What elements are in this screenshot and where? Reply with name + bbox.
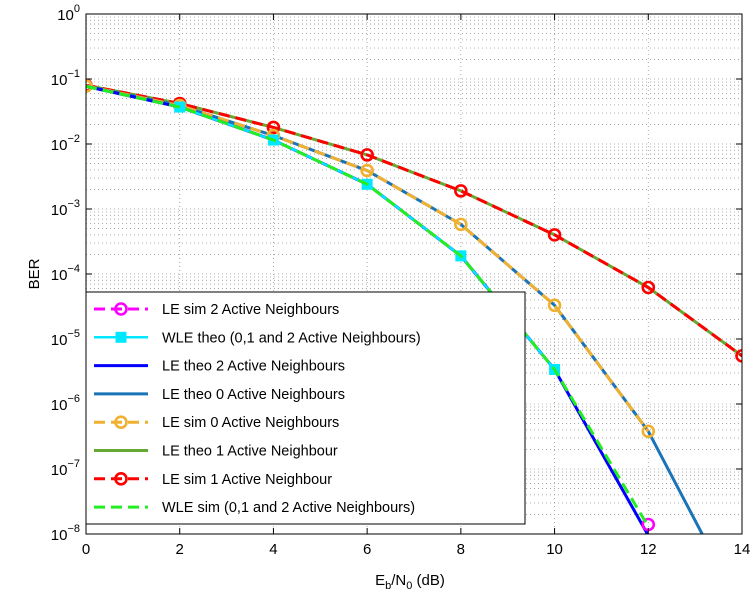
y-tick-label: 10−2 xyxy=(51,133,80,154)
legend-item: WLE sim (0,1 and 2 Active Neighbours) xyxy=(94,500,415,516)
data-point xyxy=(641,280,656,295)
x-tick-label: 0 xyxy=(82,541,90,558)
x-tick-label: 2 xyxy=(176,541,184,558)
x-tick-label: 10 xyxy=(546,541,563,558)
x-axis-label-sub1: b xyxy=(385,580,391,592)
x-axis-label: Eb/N0 (dB) xyxy=(375,572,445,592)
y-tick-label: 10−6 xyxy=(51,393,80,414)
legend-item: LE theo 2 Active Neighbours xyxy=(94,359,345,375)
data-point xyxy=(360,163,374,178)
series-line xyxy=(86,83,742,358)
legend-item: LE sim 0 Active Neighbours xyxy=(94,415,339,431)
y-tick-label: 10−3 xyxy=(51,198,80,219)
legend-item: LE sim 2 Active Neighbours xyxy=(94,302,339,318)
legend-label: LE theo 1 Active Neighbour xyxy=(162,444,338,460)
x-tick-label: 14 xyxy=(734,541,751,558)
y-tick-label: 10−5 xyxy=(51,328,80,349)
x-tick-label: 8 xyxy=(457,541,465,558)
x-tick-label: 12 xyxy=(640,541,657,558)
legend-marker xyxy=(114,415,128,430)
data-point xyxy=(86,79,93,93)
y-tick-labels: 100 10−1 10−2 10−3 10−4 10−5 10−6 10−7 10−8 xyxy=(51,3,80,544)
legend-item: LE sim 1 Active Neighbour xyxy=(94,472,332,488)
data-point xyxy=(547,228,562,242)
y-axis-label: BER xyxy=(26,258,43,289)
legend-marker xyxy=(115,331,127,343)
x-tick-label: 6 xyxy=(363,541,371,558)
x-axis-label-mid: /N xyxy=(391,572,406,589)
data-point xyxy=(641,424,656,439)
x-tick-labels: 0 2 4 6 8 10 12 14 xyxy=(82,541,751,558)
legend-label: WLE theo (0,1 and 2 Active Neighbours) xyxy=(162,330,421,346)
legend-item: LE theo 1 Active Neighbour xyxy=(94,444,338,460)
legend-marker xyxy=(114,302,128,316)
x-tick-label: 4 xyxy=(269,541,277,558)
series-7 xyxy=(86,84,650,528)
legend-label: LE sim 1 Active Neighbour xyxy=(162,472,332,488)
legend-label: WLE sim (0,1 and 2 Active Neighbours) xyxy=(162,500,415,516)
x-axis-label-main: E xyxy=(375,572,385,589)
legend-label: LE sim 0 Active Neighbours xyxy=(162,415,339,431)
y-tick-label: 100 xyxy=(57,3,80,24)
data-point xyxy=(547,298,562,313)
series-lines xyxy=(86,78,742,534)
series-line xyxy=(86,84,650,528)
y-tick-label: 10−4 xyxy=(51,263,80,284)
data-point xyxy=(454,217,468,232)
data-point xyxy=(454,184,468,198)
legend-label: LE theo 2 Active Neighbours xyxy=(162,359,345,375)
y-tick-label: 10−7 xyxy=(51,458,80,479)
x-axis-label-tail: (dB) xyxy=(412,572,445,589)
legend-item: WLE theo (0,1 and 2 Active Neighbours) xyxy=(94,330,421,346)
y-tick-label: 10−1 xyxy=(51,68,80,89)
data-point xyxy=(266,120,281,135)
legend-label: LE sim 2 Active Neighbours xyxy=(162,302,339,318)
legend-box xyxy=(85,291,526,525)
data-point xyxy=(735,349,742,363)
x-axis-label-sub2: 0 xyxy=(406,580,412,592)
legend: LE sim 2 Active Neighbours WLE theo (0,1 … xyxy=(85,291,526,525)
y-tick-label: 10−8 xyxy=(51,523,80,544)
legend-item: LE theo 0 Active Neighbours xyxy=(94,387,345,403)
data-point xyxy=(360,148,374,162)
legend-marker xyxy=(114,471,128,486)
legend-label: LE theo 0 Active Neighbours xyxy=(162,387,345,403)
